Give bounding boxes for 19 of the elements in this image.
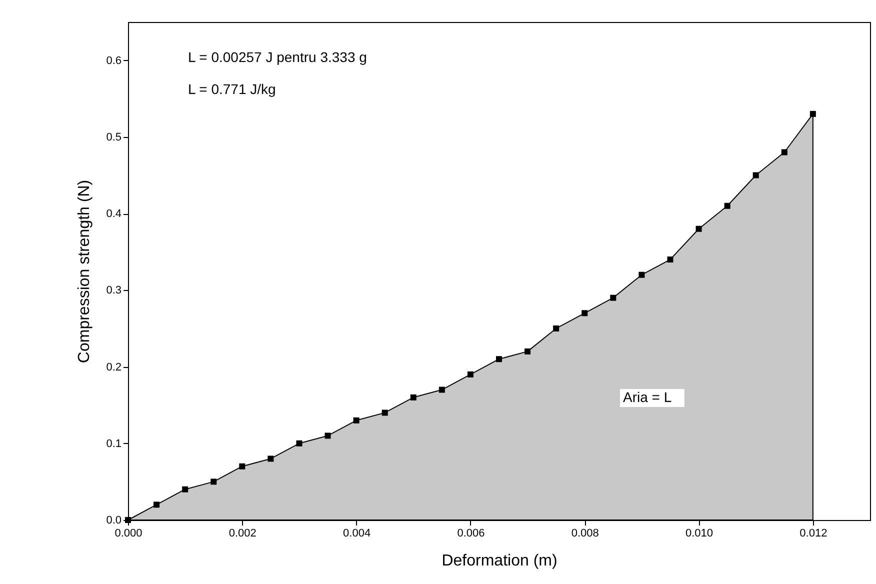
y-tick-label: 0.0 [106,514,122,526]
y-tick-label: 0.1 [106,438,122,450]
x-tick-label: 0.006 [457,528,485,540]
x-tick-label: 0.010 [686,528,714,540]
y-tick-label: 0.4 [106,208,122,220]
x-tick-label: 0.002 [228,528,256,540]
y-tick-label: 0.5 [106,131,122,144]
x-tick-label: 0.004 [343,528,371,540]
x-tick-label: 0.000 [114,528,142,540]
annotation: L = 0.771 J/kg [188,81,276,97]
x-tick-label: 0.008 [571,528,599,540]
x-axis-title: Deformation (m) [442,552,558,570]
y-tick-label: 0.6 [106,54,122,67]
x-tick-label: 0.012 [800,528,828,540]
annotation: L = 0.00257 J pentru 3.333 g [188,49,367,65]
y-axis-title: Compression strength (N) [76,180,94,364]
y-tick-label: 0.2 [106,361,122,374]
y-tick-label: 0.3 [106,284,122,297]
annotation: Aria = L [623,389,672,405]
